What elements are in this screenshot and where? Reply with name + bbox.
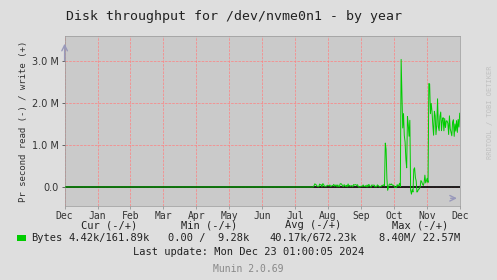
Text: Disk throughput for /dev/nvme0n1 - by year: Disk throughput for /dev/nvme0n1 - by ye… xyxy=(66,10,402,23)
Text: Min (-/+): Min (-/+) xyxy=(180,220,237,230)
Text: 0.00 /  9.28k: 0.00 / 9.28k xyxy=(168,233,249,243)
Text: 4.42k/161.89k: 4.42k/161.89k xyxy=(69,233,150,243)
Text: Bytes: Bytes xyxy=(31,233,62,243)
Text: Avg (-/+): Avg (-/+) xyxy=(285,220,341,230)
Text: RRDTOOL / TOBI OETIKER: RRDTOOL / TOBI OETIKER xyxy=(487,65,493,159)
Text: 40.17k/672.23k: 40.17k/672.23k xyxy=(269,233,357,243)
Text: Cur (-/+): Cur (-/+) xyxy=(81,220,138,230)
Y-axis label: Pr second read (-) / write (+): Pr second read (-) / write (+) xyxy=(19,41,28,202)
Text: Munin 2.0.69: Munin 2.0.69 xyxy=(213,264,284,274)
Text: Max (-/+): Max (-/+) xyxy=(392,220,448,230)
Text: 8.40M/ 22.57M: 8.40M/ 22.57M xyxy=(379,233,461,243)
Text: Last update: Mon Dec 23 01:00:05 2024: Last update: Mon Dec 23 01:00:05 2024 xyxy=(133,247,364,257)
